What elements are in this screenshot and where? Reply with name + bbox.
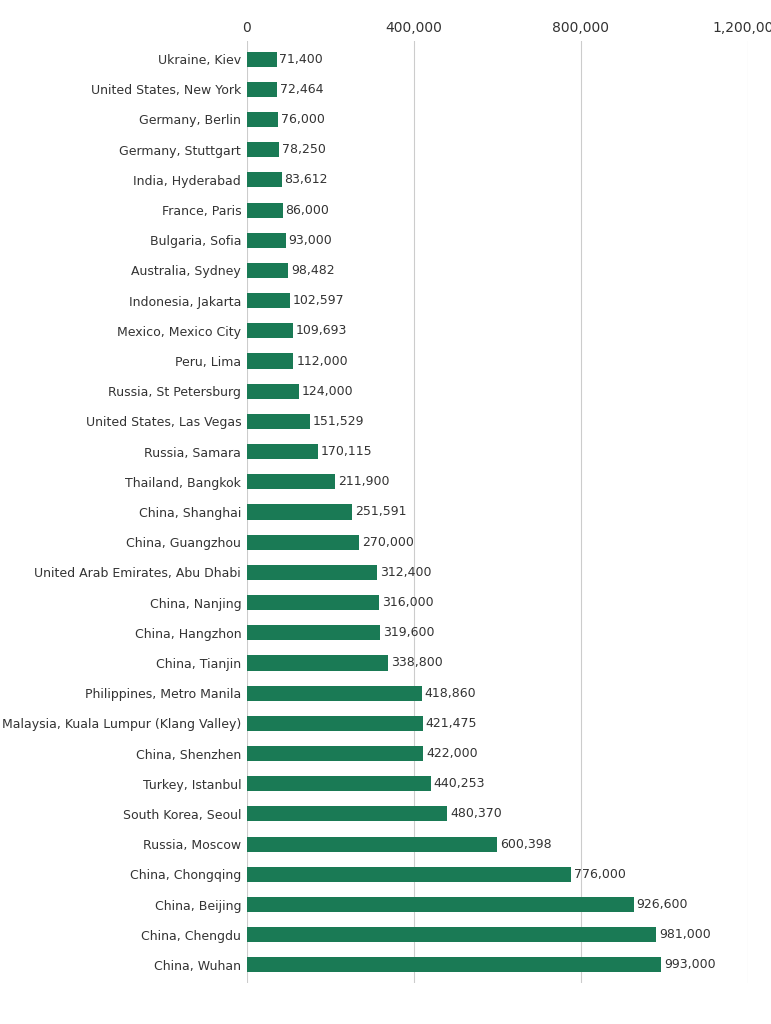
Text: 86,000: 86,000 bbox=[285, 204, 329, 216]
Bar bbox=[247, 324, 292, 338]
Text: 422,000: 422,000 bbox=[426, 748, 477, 760]
Text: 112,000: 112,000 bbox=[296, 354, 348, 368]
Bar bbox=[247, 263, 288, 278]
Bar bbox=[247, 203, 283, 218]
Bar bbox=[247, 837, 497, 852]
Text: 776,000: 776,000 bbox=[574, 867, 625, 881]
Bar bbox=[247, 82, 277, 97]
Bar bbox=[247, 897, 634, 912]
Text: 440,253: 440,253 bbox=[433, 777, 485, 791]
Bar bbox=[247, 746, 423, 761]
Bar bbox=[247, 565, 377, 580]
Text: 78,250: 78,250 bbox=[282, 143, 326, 157]
Bar bbox=[247, 444, 318, 459]
Bar bbox=[247, 142, 279, 158]
Bar bbox=[247, 595, 379, 610]
Bar bbox=[247, 172, 281, 187]
Bar bbox=[247, 535, 359, 550]
Bar bbox=[247, 384, 298, 398]
Text: 316,000: 316,000 bbox=[382, 596, 433, 609]
Text: 211,900: 211,900 bbox=[338, 475, 389, 488]
Text: 480,370: 480,370 bbox=[450, 808, 502, 820]
Bar bbox=[247, 655, 389, 671]
Text: 93,000: 93,000 bbox=[288, 233, 332, 247]
Bar bbox=[247, 776, 430, 792]
Text: 71,400: 71,400 bbox=[279, 52, 323, 66]
Text: 418,860: 418,860 bbox=[425, 687, 476, 699]
Bar bbox=[247, 353, 294, 369]
Bar bbox=[247, 626, 380, 640]
Bar bbox=[247, 927, 656, 942]
Bar bbox=[247, 866, 571, 882]
Text: 312,400: 312,400 bbox=[380, 566, 432, 579]
Bar bbox=[247, 807, 447, 821]
Text: 109,693: 109,693 bbox=[295, 325, 347, 337]
Bar bbox=[247, 293, 290, 308]
Text: 421,475: 421,475 bbox=[426, 717, 477, 730]
Text: 76,000: 76,000 bbox=[281, 113, 325, 126]
Bar bbox=[247, 686, 422, 700]
Text: 170,115: 170,115 bbox=[321, 445, 372, 458]
Bar bbox=[247, 957, 662, 973]
Text: 98,482: 98,482 bbox=[291, 264, 335, 276]
Text: 926,600: 926,600 bbox=[637, 898, 688, 911]
Text: 270,000: 270,000 bbox=[362, 536, 414, 549]
Text: 102,597: 102,597 bbox=[292, 294, 344, 307]
Text: 319,600: 319,600 bbox=[383, 627, 435, 639]
Text: 338,800: 338,800 bbox=[391, 656, 443, 670]
Text: 600,398: 600,398 bbox=[500, 838, 552, 851]
Bar bbox=[247, 414, 310, 429]
Text: 993,000: 993,000 bbox=[665, 958, 716, 972]
Text: 72,464: 72,464 bbox=[280, 83, 323, 96]
Bar bbox=[247, 474, 335, 489]
Text: 151,529: 151,529 bbox=[313, 415, 365, 428]
Text: 251,591: 251,591 bbox=[355, 506, 406, 518]
Text: 981,000: 981,000 bbox=[659, 928, 711, 941]
Bar bbox=[247, 716, 423, 731]
Text: 83,612: 83,612 bbox=[284, 173, 328, 186]
Bar bbox=[247, 232, 285, 248]
Bar bbox=[247, 505, 352, 519]
Bar bbox=[247, 112, 278, 127]
Bar bbox=[247, 51, 277, 67]
Text: 124,000: 124,000 bbox=[301, 385, 353, 397]
